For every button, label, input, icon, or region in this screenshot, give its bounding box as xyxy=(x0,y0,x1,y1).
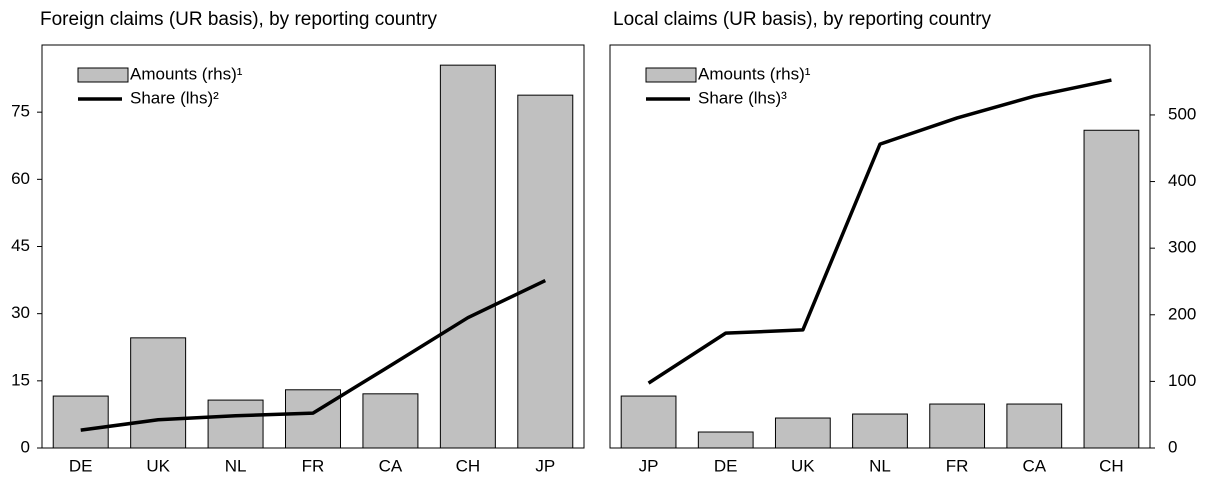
y2-tick-label: 0 xyxy=(1168,437,1177,456)
bar xyxy=(929,403,986,449)
legend-label: Amounts (rhs)¹ xyxy=(698,64,811,83)
x-tick-label: JP xyxy=(639,456,659,475)
x-tick-label: DE xyxy=(69,456,93,475)
y-tick-label: 60 xyxy=(11,169,30,188)
x-tick-label: UK xyxy=(791,456,815,475)
y-tick-label: 15 xyxy=(11,370,30,389)
x-tick-label: UK xyxy=(146,456,170,475)
bar xyxy=(362,393,419,449)
bar xyxy=(517,94,574,449)
bar xyxy=(852,413,908,449)
plot-frame xyxy=(609,44,1151,449)
bar xyxy=(1006,403,1063,449)
y2-tick-label: 200 xyxy=(1168,304,1196,323)
x-tick-label: CA xyxy=(1022,456,1046,475)
x-tick-label: CA xyxy=(379,456,403,475)
legend-label: Share (lhs)³ xyxy=(698,88,787,107)
chart-title: Foreign claims (UR basis), by reporting … xyxy=(40,9,438,30)
bar xyxy=(207,399,264,449)
legend-swatch xyxy=(645,67,697,83)
x-tick-label: NL xyxy=(225,456,247,475)
x-tick-label: NL xyxy=(869,456,891,475)
x-tick-label: FR xyxy=(946,456,969,475)
bar xyxy=(1083,129,1140,449)
bar xyxy=(439,64,496,449)
bar xyxy=(52,395,109,449)
y-tick-label: 30 xyxy=(11,303,30,322)
y2-tick-label: 300 xyxy=(1168,238,1196,257)
y2-tick-label: 100 xyxy=(1168,371,1196,390)
legend-label: Share (lhs)² xyxy=(130,88,219,107)
y-tick-label: 0 xyxy=(21,437,30,456)
bar xyxy=(774,417,831,449)
bar xyxy=(697,431,754,449)
bar xyxy=(285,389,341,449)
bar xyxy=(130,337,187,449)
bar xyxy=(620,395,677,449)
x-tick-label: CH xyxy=(456,456,481,475)
y-tick-label: 45 xyxy=(11,236,30,255)
x-tick-label: CH xyxy=(1099,456,1124,475)
x-tick-label: DE xyxy=(714,456,738,475)
legend-label: Amounts (rhs)¹ xyxy=(130,64,243,83)
y2-tick-label: 400 xyxy=(1168,171,1196,190)
x-tick-label: FR xyxy=(302,456,325,475)
chart-title: Local claims (UR basis), by reporting co… xyxy=(613,9,992,30)
plot-frame xyxy=(41,44,585,449)
legend-swatch xyxy=(77,67,129,83)
y-tick-label: 75 xyxy=(11,102,30,121)
x-tick-label: JP xyxy=(535,456,555,475)
y2-tick-label: 500 xyxy=(1168,104,1196,123)
line xyxy=(80,278,547,432)
line xyxy=(647,78,1112,385)
